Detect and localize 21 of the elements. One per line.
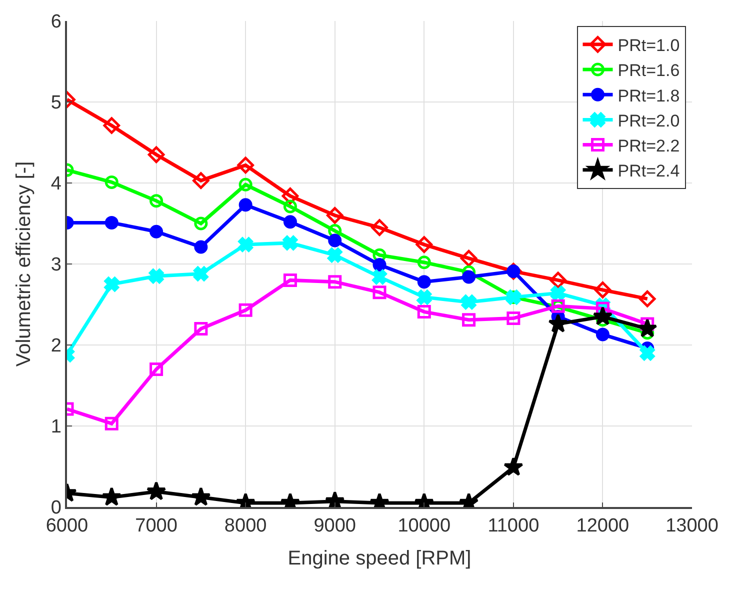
- legend-label: PRt=2.0: [618, 111, 680, 130]
- x-tick-label: 9000: [314, 516, 356, 537]
- y-tick-label: 3: [50, 254, 62, 276]
- legend-label: PRt=2.4: [618, 162, 680, 181]
- legend-label: PRt=1.6: [618, 61, 680, 80]
- x-tick-label: 12000: [576, 516, 630, 537]
- x-tick-label: 13000: [666, 516, 718, 537]
- legend-label: PRt=1.8: [618, 86, 680, 106]
- y-tick-label: 5: [50, 92, 62, 114]
- y-tick-label: 4: [50, 174, 62, 195]
- x-tick-label: 7000: [135, 516, 178, 537]
- legend-label: PRt=1.0: [618, 36, 680, 56]
- legend-label: PRt=2.2: [618, 136, 680, 156]
- x-tick-label: 11000: [488, 516, 540, 537]
- x-axis-title: Engine speed [RPM]: [288, 548, 472, 570]
- x-tick-label: 10000: [398, 516, 451, 537]
- y-tick-label: 2: [50, 336, 62, 357]
- y-tick-label: 1: [50, 416, 62, 438]
- y-axis-title: Volumetric efficiency [-]: [12, 161, 35, 367]
- x-tick-label: 8000: [224, 516, 267, 537]
- y-tick-label: 6: [50, 12, 62, 33]
